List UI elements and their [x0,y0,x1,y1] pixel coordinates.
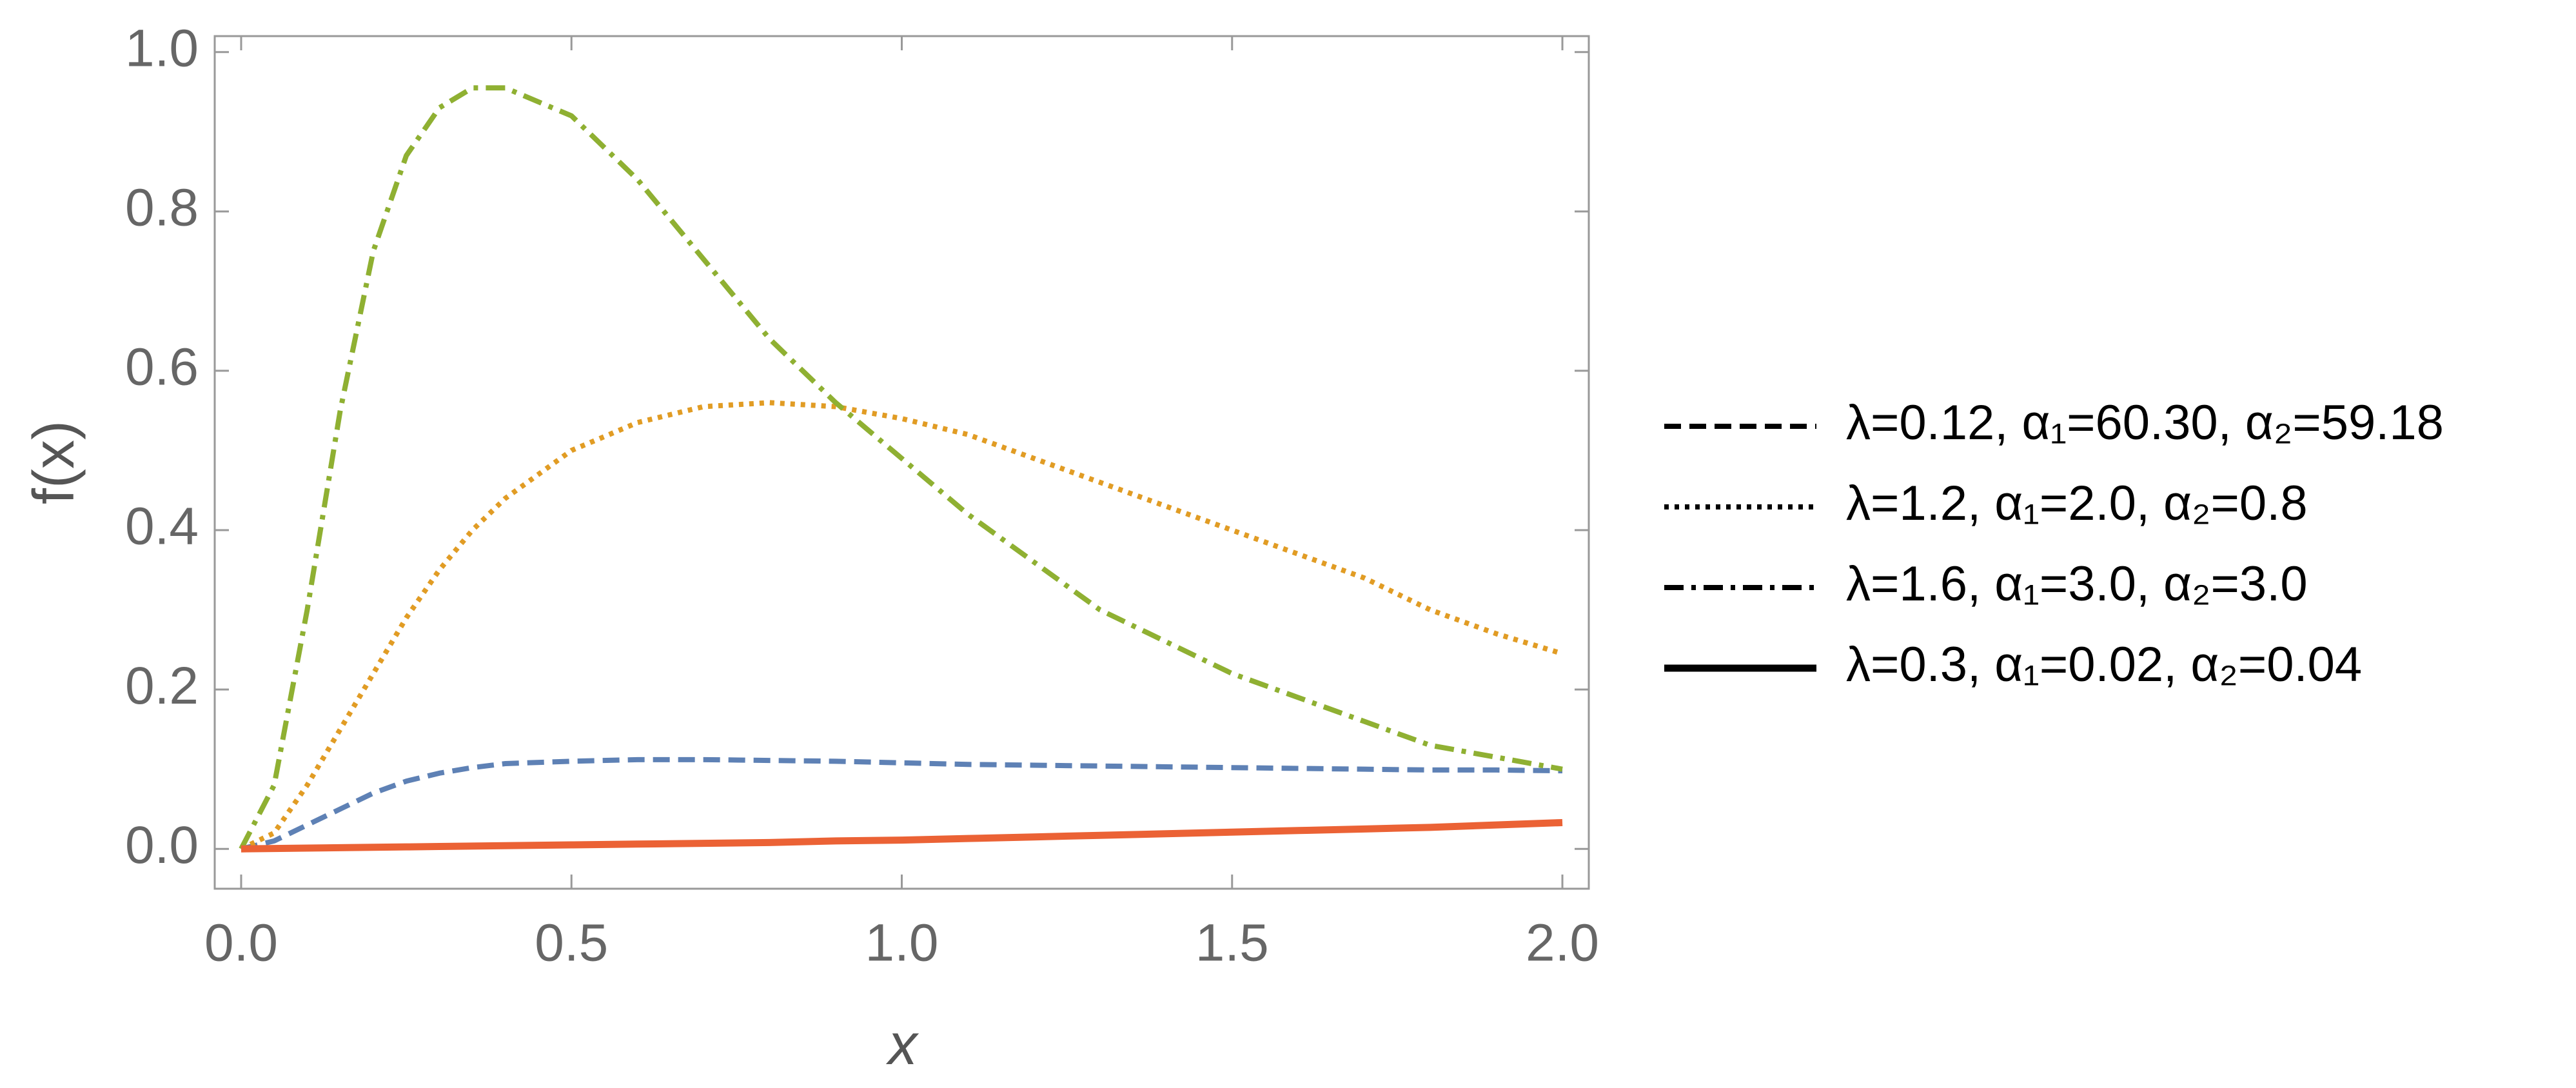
series-line [241,818,1563,853]
legend-label: λ=1.6, α₁=3.0, α₂=3.0 [1846,557,2308,611]
legend-label: λ=0.3, α₁=0.02, α₂=0.04 [1846,637,2362,692]
y-axis-label: f(x) [22,420,86,504]
y-tick-label: 0.2 [125,657,199,715]
y-tick-label: 0.0 [125,816,199,875]
series-line [239,85,1563,851]
series-line [240,400,1564,851]
y-tick-label: 1.0 [125,19,199,77]
legend-label: λ=1.2, α₁=2.0, α₂=0.8 [1846,476,2308,531]
series-line [241,757,1563,852]
y-tick-label: 0.8 [125,178,199,237]
x-tick-label: 2.0 [1526,914,1599,973]
y-tick-label: 0.4 [125,497,199,556]
x-tick-label: 0.0 [204,914,278,973]
x-tick-label: 1.0 [865,914,939,973]
plot-frame [213,35,1590,890]
legend-label: λ=0.12, α₁=60.30, α₂=59.18 [1846,395,2444,450]
x-tick-label: 0.5 [535,914,608,973]
x-axis-label: x [886,1013,919,1077]
y-tick-label: 0.6 [125,338,199,397]
x-tick-label: 1.5 [1195,914,1269,973]
